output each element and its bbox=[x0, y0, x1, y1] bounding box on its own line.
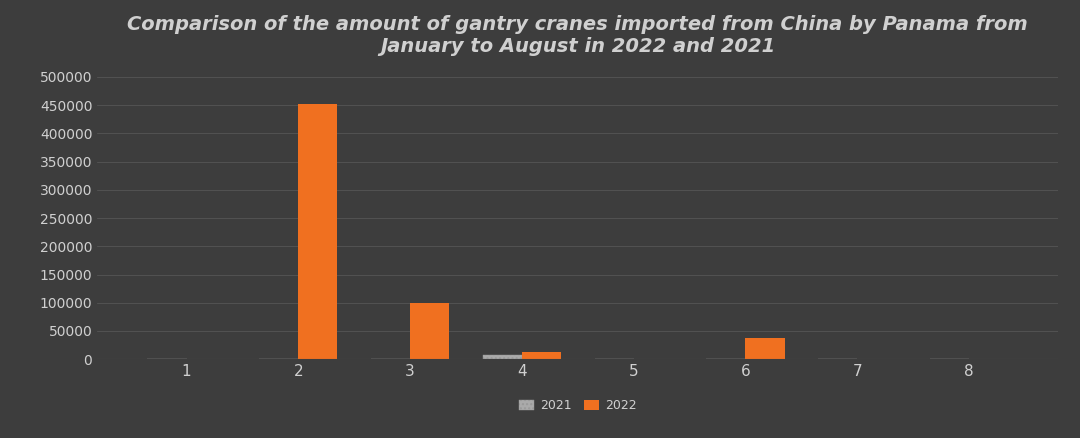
Bar bbox=[410, 303, 449, 359]
Bar bbox=[298, 104, 337, 359]
Bar bbox=[483, 355, 522, 359]
Title: Comparison of the amount of gantry cranes imported from China by Panama from
Jan: Comparison of the amount of gantry crane… bbox=[127, 15, 1028, 56]
Bar bbox=[745, 338, 784, 359]
Legend: 2021, 2022: 2021, 2022 bbox=[514, 395, 642, 417]
Bar bbox=[522, 352, 561, 359]
